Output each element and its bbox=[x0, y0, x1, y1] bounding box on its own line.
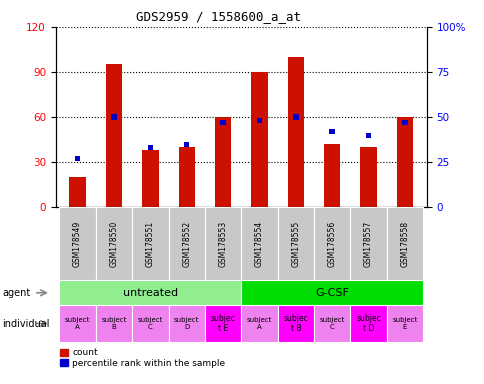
Text: GSM178555: GSM178555 bbox=[291, 221, 300, 267]
Bar bbox=[59, 280, 241, 305]
Bar bbox=[168, 207, 204, 280]
Bar bbox=[241, 207, 277, 280]
Bar bbox=[292, 114, 298, 120]
Text: GSM178551: GSM178551 bbox=[146, 221, 154, 267]
Text: G-CSF: G-CSF bbox=[315, 288, 348, 298]
Bar bbox=[132, 207, 168, 280]
Bar bbox=[59, 207, 95, 280]
Bar bbox=[386, 207, 422, 280]
Bar bbox=[241, 280, 422, 305]
Bar bbox=[349, 305, 386, 342]
Bar bbox=[178, 147, 195, 207]
Bar bbox=[287, 57, 303, 207]
Bar bbox=[204, 305, 241, 342]
Bar bbox=[360, 147, 376, 207]
Bar bbox=[251, 72, 267, 207]
Text: subjec
t B: subjec t B bbox=[283, 314, 308, 333]
Legend: count, percentile rank within the sample: count, percentile rank within the sample bbox=[60, 348, 225, 368]
Bar bbox=[277, 305, 314, 342]
Text: GSM178554: GSM178554 bbox=[255, 221, 263, 267]
Bar bbox=[69, 177, 86, 207]
Bar bbox=[214, 117, 231, 207]
Bar bbox=[323, 144, 340, 207]
Bar bbox=[349, 207, 386, 280]
Text: individual: individual bbox=[2, 318, 50, 329]
Text: subject
A: subject A bbox=[65, 317, 90, 330]
Bar bbox=[204, 207, 241, 280]
Bar bbox=[95, 305, 132, 342]
Bar bbox=[314, 207, 349, 280]
Text: subject
E: subject E bbox=[392, 317, 417, 330]
Text: untreated: untreated bbox=[122, 288, 178, 298]
Text: subject
A: subject A bbox=[246, 317, 272, 330]
Text: subject
C: subject C bbox=[137, 317, 163, 330]
Bar bbox=[220, 120, 226, 125]
Bar bbox=[386, 305, 422, 342]
Bar bbox=[396, 117, 412, 207]
Text: GSM178556: GSM178556 bbox=[327, 221, 336, 267]
Bar bbox=[329, 129, 334, 134]
Text: GSM178552: GSM178552 bbox=[182, 221, 191, 267]
Bar bbox=[147, 145, 153, 151]
Text: GSM178557: GSM178557 bbox=[363, 221, 372, 267]
Text: subject
C: subject C bbox=[319, 317, 344, 330]
Text: GSM178550: GSM178550 bbox=[109, 221, 118, 267]
Text: subjec
t E: subjec t E bbox=[210, 314, 235, 333]
Bar bbox=[183, 142, 189, 147]
Bar bbox=[241, 305, 277, 342]
Text: subjec
t D: subjec t D bbox=[355, 314, 380, 333]
Bar bbox=[95, 207, 132, 280]
Text: agent: agent bbox=[2, 288, 30, 298]
Text: GSM178549: GSM178549 bbox=[73, 221, 82, 267]
Text: subject
D: subject D bbox=[174, 317, 199, 330]
Bar bbox=[365, 132, 371, 138]
Text: GSM178553: GSM178553 bbox=[218, 221, 227, 267]
Bar bbox=[142, 150, 158, 207]
Bar bbox=[75, 156, 80, 161]
Bar bbox=[277, 207, 314, 280]
Bar bbox=[59, 305, 95, 342]
Bar bbox=[111, 114, 117, 120]
Bar bbox=[314, 305, 349, 342]
Bar bbox=[168, 305, 204, 342]
Bar bbox=[132, 305, 168, 342]
Text: GSM178558: GSM178558 bbox=[400, 221, 408, 267]
Text: subject
B: subject B bbox=[101, 317, 126, 330]
Text: GDS2959 / 1558600_a_at: GDS2959 / 1558600_a_at bbox=[136, 10, 300, 23]
Bar bbox=[401, 120, 407, 125]
Bar bbox=[256, 118, 262, 123]
Bar bbox=[106, 65, 122, 207]
